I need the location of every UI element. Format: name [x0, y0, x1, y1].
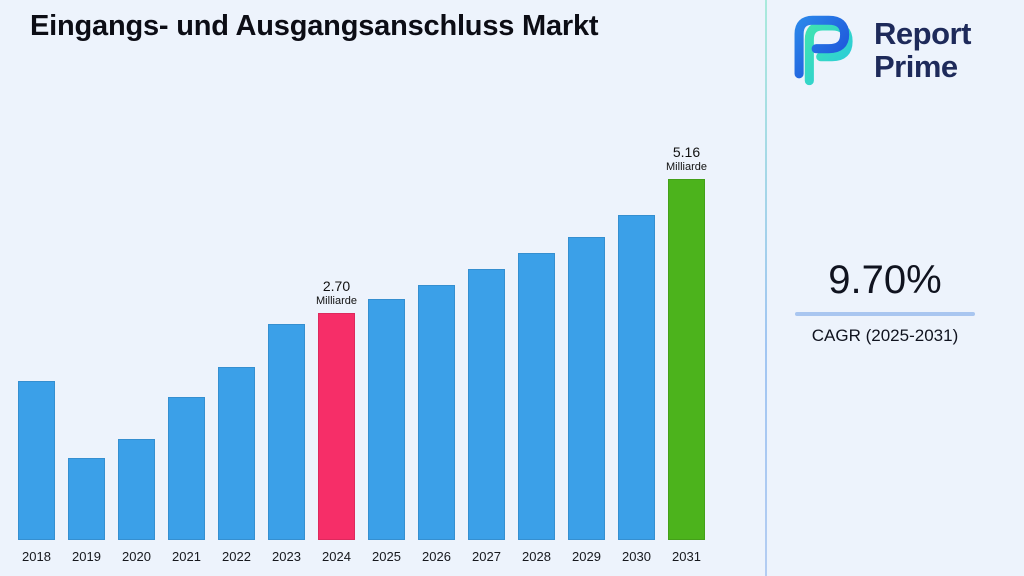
x-axis-label: 2020	[122, 549, 151, 564]
bar-2024	[318, 313, 355, 540]
bar-group: 2027	[468, 269, 505, 564]
bar-group: 5.16 Milliarde 2031	[666, 144, 707, 564]
bar-2022	[218, 367, 255, 540]
bar-group: 2029	[568, 237, 605, 564]
x-axis-label: 2030	[622, 549, 651, 564]
bar-2025	[368, 299, 405, 540]
bar-2030	[618, 215, 655, 540]
x-axis-label: 2027	[472, 549, 501, 564]
bar-2023	[268, 324, 305, 540]
x-axis-label: 2022	[222, 549, 251, 564]
cagr-value: 9.70%	[828, 258, 942, 302]
vertical-divider	[765, 0, 767, 576]
bar-2031	[668, 179, 705, 540]
report-prime-logo-icon	[794, 15, 853, 86]
bar-group: 2020	[118, 439, 155, 564]
bar-group: 2028	[518, 253, 555, 564]
bar-2021	[168, 397, 205, 540]
logo-wordmark: Report Prime	[874, 18, 971, 83]
x-axis-label: 2023	[272, 549, 301, 564]
bar-group: 2023	[268, 324, 305, 564]
bar-2018	[18, 381, 55, 540]
x-axis-label: 2026	[422, 549, 451, 564]
bar-2026	[418, 285, 455, 540]
x-axis-label: 2031	[672, 549, 701, 564]
bar-group: 2025	[368, 299, 405, 564]
x-axis-label: 2028	[522, 549, 551, 564]
cagr-label: CAGR (2025-2031)	[811, 326, 959, 345]
bar-group: 2.70 Milliarde 2024	[316, 278, 357, 564]
bar-value-label: 5.16 Milliarde	[666, 144, 707, 173]
x-axis-label: 2024	[322, 549, 351, 564]
cagr-block: 9.70% CAGR (2025-2031)	[795, 258, 975, 346]
x-axis-label: 2018	[22, 549, 51, 564]
bar-group: 2021	[168, 397, 205, 564]
x-axis-label: 2029	[572, 549, 601, 564]
logo-word-report: Report	[874, 16, 971, 52]
cagr-underline	[795, 312, 975, 316]
x-axis-label: 2019	[72, 549, 101, 564]
report-prime-logo: Report Prime	[782, 10, 971, 92]
bar-2020	[118, 439, 155, 540]
logo-word-prime: Prime	[874, 49, 958, 84]
bar-2029	[568, 237, 605, 540]
x-axis-label: 2021	[172, 549, 201, 564]
bar-group: 2018	[18, 381, 55, 564]
bar-2019	[68, 458, 105, 540]
bar-group: 2030	[618, 215, 655, 564]
bar-2027	[468, 269, 505, 540]
page-title: Eingangs- und Ausgangsanschluss Markt	[30, 10, 599, 42]
bar-group: 2026	[418, 285, 455, 564]
x-axis-label: 2025	[372, 549, 401, 564]
bar-chart: 2018 2019 2020 2021 2022 2023 2.70 Milliarde 202…	[18, 144, 707, 564]
bar-group: 2022	[218, 367, 255, 564]
bar-2028	[518, 253, 555, 540]
bar-value-label: 2.70 Milliarde	[316, 278, 357, 307]
bar-group: 2019	[68, 458, 105, 564]
